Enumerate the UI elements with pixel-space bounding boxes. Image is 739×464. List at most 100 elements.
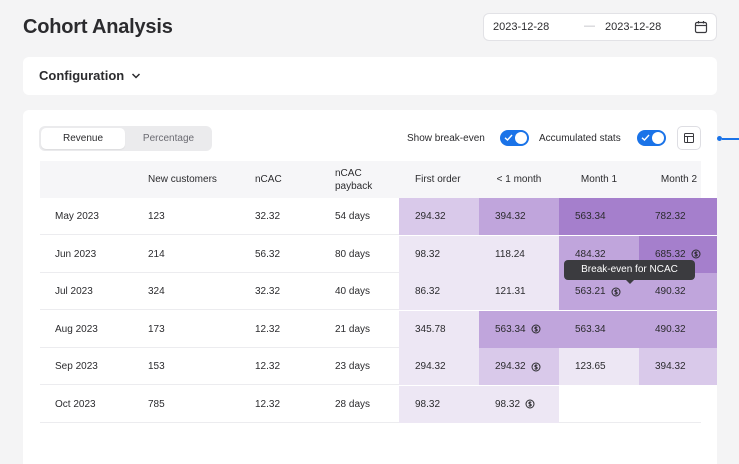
ncac-value: 12.32 <box>255 323 281 335</box>
ncac-value: 12.32 <box>255 398 281 410</box>
new-customers-value: 324 <box>148 286 165 297</box>
check-icon <box>504 134 513 141</box>
heatmap-value: 484.32 <box>575 248 606 260</box>
table-row[interactable]: Sep 2023 153 12.32 23 days 294.32 294.32 123.6… <box>40 348 717 385</box>
table-row[interactable]: May 2023 123 32.32 54 days 294.32 394.32 563.3… <box>40 198 717 235</box>
heatmap-cell[interactable]: 98.32 <box>399 235 479 273</box>
configuration-panel[interactable]: Configuration <box>23 57 717 95</box>
heatmap-cell[interactable]: 394.32 <box>639 348 717 385</box>
heatmap-value: 294.32 <box>495 361 526 372</box>
payback-value: 80 days <box>335 248 371 260</box>
table-layout-button[interactable] <box>677 126 701 150</box>
break-even-icon[interactable] <box>611 287 621 297</box>
heatmap-value: 782.32 <box>655 211 686 222</box>
show-break-even-label: Show break-even <box>407 133 485 144</box>
heatmap-value: 685.32 <box>655 248 686 260</box>
heatmap-value: 294.32 <box>415 361 446 372</box>
break-even-icon[interactable] <box>691 249 701 259</box>
header-month-1: Month 1 <box>580 174 618 185</box>
header-ncac-payback: nCAC payback <box>335 167 373 192</box>
break-even-tooltip: Break-even for NCAC <box>564 260 695 284</box>
heatmap-cell[interactable]: 394.32 <box>479 198 559 235</box>
heatmap-cell[interactable]: 294.32 <box>399 348 479 385</box>
cohort-label: Jul 2023 <box>55 286 93 297</box>
heatmap-value: 563.34 <box>575 211 606 222</box>
accumulated-stats-label: Accumulated stats <box>539 133 621 144</box>
heatmap-cell[interactable]: 563.34 <box>559 310 639 348</box>
cohort-label: May 2023 <box>55 211 99 222</box>
table-layout-icon <box>684 133 694 143</box>
break-even-icon[interactable] <box>531 324 541 334</box>
heatmap-value: 490.32 <box>655 286 686 297</box>
heatmap-value: 86.32 <box>415 286 441 297</box>
heatmap-value: 345.78 <box>415 323 446 335</box>
accumulated-stats-toggle[interactable] <box>637 130 666 146</box>
header-first-order: First order <box>415 174 461 185</box>
page-title: Cohort Analysis <box>23 16 173 38</box>
start-date[interactable]: 2023-12-28 <box>493 21 550 33</box>
heatmap-value: 563.34 <box>575 323 606 335</box>
heatmap-cell[interactable]: 123.65 <box>559 348 639 385</box>
heatmap-cell[interactable]: 86.32 <box>399 273 479 310</box>
heatmap-value: 563.21 <box>575 286 606 297</box>
payback-value: 28 days <box>335 398 371 410</box>
heatmap-value: 490.32 <box>655 323 686 335</box>
heatmap-cell[interactable]: 98.32 <box>479 385 559 423</box>
new-customers-value: 153 <box>148 361 165 372</box>
new-customers-value: 123 <box>148 211 165 222</box>
calendar-icon[interactable] <box>694 20 708 34</box>
configuration-label[interactable]: Configuration <box>39 68 125 83</box>
heatmap-cell[interactable]: 563.34 <box>559 198 639 235</box>
table-row[interactable]: Aug 2023 173 12.32 21 days 345.78 563.34 563.3… <box>40 310 717 348</box>
break-even-icon[interactable] <box>525 399 535 409</box>
ncac-value: 32.32 <box>255 286 281 297</box>
payback-value: 54 days <box>335 211 371 222</box>
cohort-card: Revenue Percentage Show break-even Accum… <box>23 110 717 464</box>
payback-value: 40 days <box>335 286 371 297</box>
ncac-value: 56.32 <box>255 248 281 260</box>
heatmap-value: 394.32 <box>495 211 526 222</box>
heatmap-value: 294.32 <box>415 211 446 222</box>
heatmap-cell[interactable]: 294.32 <box>479 348 559 385</box>
payback-value: 23 days <box>335 361 371 372</box>
new-customers-value: 173 <box>148 323 165 335</box>
table-header: New customers nCAC nCAC payback First or… <box>40 161 701 198</box>
ncac-value: 32.32 <box>255 211 281 222</box>
cohort-label: Oct 2023 <box>55 398 96 410</box>
segment-percentage[interactable]: Percentage <box>142 133 195 144</box>
toggle-knob <box>652 132 664 144</box>
tooltip-text: Break-even for NCAC <box>581 264 678 275</box>
header-ncac: nCAC <box>255 174 282 185</box>
heatmap-cell[interactable]: 98.32 <box>399 385 479 423</box>
show-break-even-toggle[interactable] <box>500 130 529 146</box>
heatmap-cell[interactable]: 490.32 <box>639 310 717 348</box>
heatmap-value: 121.31 <box>495 286 526 297</box>
heatmap-value: 118.24 <box>495 248 525 260</box>
heatmap-value: 98.32 <box>415 248 441 260</box>
check-icon <box>641 134 650 141</box>
date-separator: — <box>584 20 595 32</box>
break-even-icon[interactable] <box>531 362 541 372</box>
cohort-label: Aug 2023 <box>55 323 98 335</box>
table-row[interactable]: Oct 2023 785 12.32 28 days 98.32 98.32 <box>40 385 701 423</box>
heatmap-cell[interactable]: 121.31 <box>479 273 559 310</box>
connector-dot <box>717 136 722 141</box>
table-row[interactable]: Jun 2023 214 56.32 80 days 98.32 118.24 484.32… <box>40 235 717 273</box>
heatmap-cell[interactable]: 118.24 <box>479 235 559 273</box>
tooltip-arrow <box>626 280 634 284</box>
end-date[interactable]: 2023-12-28 <box>605 21 662 33</box>
chevron-down-icon[interactable] <box>130 70 142 82</box>
connector-stroke <box>722 138 739 140</box>
heatmap-cell[interactable]: 345.78 <box>399 310 479 348</box>
heatmap-value: 394.32 <box>655 361 686 372</box>
ncac-value: 12.32 <box>255 361 281 372</box>
segment-revenue[interactable]: Revenue <box>41 128 125 149</box>
payback-value: 21 days <box>335 323 371 335</box>
date-range-picker[interactable]: 2023-12-28 — 2023-12-28 <box>483 13 717 41</box>
heatmap-cell[interactable]: 563.34 <box>479 310 559 348</box>
new-customers-value: 214 <box>148 248 165 260</box>
view-segmented-control: Revenue Percentage <box>39 126 212 151</box>
heatmap-cell[interactable]: 294.32 <box>399 198 479 235</box>
new-customers-value: 785 <box>148 398 165 410</box>
heatmap-cell[interactable]: 782.32 <box>639 198 717 235</box>
